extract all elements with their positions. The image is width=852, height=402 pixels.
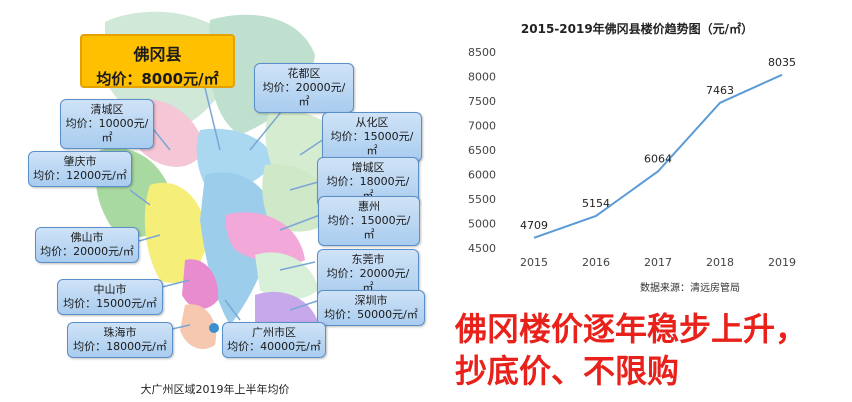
slogan: 佛冈楼价逐年稳步上升， 抄底价、不限购	[455, 308, 847, 392]
callout-zhuhai: 珠海市 均价：18000元/㎡	[67, 322, 173, 358]
callout-name: 增城区	[351, 161, 385, 174]
x-tick-label: 2019	[768, 256, 796, 269]
callout-huadu: 花都区 均价：20000元/㎡	[254, 63, 354, 113]
callout-name: 清城区	[90, 103, 124, 116]
callout-name: 珠海市	[103, 326, 137, 339]
series-line	[533, 73, 783, 239]
callout-fogang-name: 佛冈县	[133, 45, 182, 64]
callout-zhaoqing: 肇庆市 均价：12000元/㎡	[28, 151, 132, 187]
map-region-foshan	[144, 182, 208, 284]
callout-price: 均价：10000元/㎡	[65, 117, 149, 144]
y-tick-label: 7500	[468, 95, 496, 108]
map-region-zhongshan	[182, 259, 219, 310]
callout-price: 均价：20000元/㎡	[262, 81, 346, 108]
slogan-line-2: 抄底价、不限购	[455, 352, 680, 390]
y-tick-label: 5500	[468, 193, 496, 206]
callout-name: 中山市	[93, 283, 127, 296]
callout-guangzhou: 广州市区 均价：40000元/㎡	[222, 322, 326, 358]
callout-name: 深圳市	[354, 294, 388, 307]
x-tick-label: 2018	[706, 256, 734, 269]
x-tick-label: 2017	[644, 256, 672, 269]
callout-price: 均价：20000元/㎡	[326, 267, 410, 294]
callout-price: 均价：50000元/㎡	[324, 308, 418, 321]
callout-name: 广州市区	[252, 326, 296, 339]
y-tick-label: 7000	[468, 120, 496, 133]
callout-qingcheng: 清城区 均价：10000元/㎡	[60, 99, 154, 149]
callout-price: 均价：15000元/㎡	[330, 130, 414, 157]
callout-name: 惠州	[358, 200, 380, 213]
region-map	[95, 11, 355, 350]
data-labels: 4709 5154 6064 7463 8035	[520, 56, 796, 232]
callout-price: 均价：20000元/㎡	[40, 245, 134, 258]
chart-source: 数据来源：清远房管局	[640, 283, 740, 294]
y-tick-label: 4500	[468, 242, 496, 255]
x-tick-label: 2016	[582, 256, 610, 269]
callout-fogang: 佛冈县 均价：8000元/㎡	[80, 34, 235, 88]
data-label: 8035	[768, 56, 796, 69]
x-tick-label: 2015	[520, 256, 548, 269]
y-axis-ticks: 4500 5000 5500 6000 6500 7000 7500 8000 8500	[468, 46, 496, 255]
map-caption: 大广州区域2019年上半年均价	[140, 383, 290, 396]
callout-price: 均价：18000元/㎡	[73, 340, 167, 353]
line-chart: 4500 5000 5500 6000 6500 7000 7500 8000 8500 201…	[468, 46, 796, 269]
callout-name: 东莞市	[351, 253, 385, 266]
slogan-line-1: 佛冈楼价逐年稳步上升，	[455, 310, 808, 348]
data-label: 4709	[520, 219, 548, 232]
callout-zhongshan: 中山市 均价：15000元/㎡	[57, 279, 163, 315]
x-axis-ticks: 2015 2016 2017 2018 2019	[520, 256, 796, 269]
map-region-huizhou	[225, 212, 305, 265]
callout-shenzhen: 深圳市 均价：50000元/㎡	[317, 290, 425, 326]
y-tick-label: 5000	[468, 218, 496, 231]
callout-price: 均价：12000元/㎡	[33, 169, 127, 182]
callout-price: 均价：40000元/㎡	[227, 340, 321, 353]
callout-conghua: 从化区 均价：15000元/㎡	[322, 112, 422, 162]
callout-price: 均价：15000元/㎡	[63, 297, 157, 310]
y-tick-label: 8000	[468, 71, 496, 84]
data-label: 7463	[706, 84, 734, 97]
callout-price: 均价：18000元/㎡	[326, 175, 410, 202]
callout-name: 从化区	[355, 116, 389, 129]
y-tick-label: 6500	[468, 144, 496, 157]
callout-huizhou: 惠州 均价：15000元/㎡	[318, 196, 420, 246]
callout-price: 均价：15000元/㎡	[327, 214, 411, 241]
callout-name: 肇庆市	[63, 155, 97, 168]
callout-name: 佛山市	[70, 231, 104, 244]
map-region-zhuhai	[180, 304, 216, 350]
chart-title: 2015-2019年佛冈县楼价趋势图（元/㎡）	[520, 22, 754, 36]
data-label: 6064	[644, 152, 672, 165]
callout-foshan: 佛山市 均价：20000元/㎡	[35, 227, 139, 263]
y-tick-label: 6000	[468, 169, 496, 182]
map-marker-dot	[209, 323, 219, 333]
data-label: 5154	[582, 197, 610, 210]
y-tick-label: 8500	[468, 46, 496, 59]
callout-fogang-price: 均价：8000元/㎡	[96, 70, 219, 88]
map-region-dongguan	[255, 252, 318, 300]
map-region-zengcheng	[262, 164, 335, 232]
callout-name: 花都区	[287, 67, 321, 80]
